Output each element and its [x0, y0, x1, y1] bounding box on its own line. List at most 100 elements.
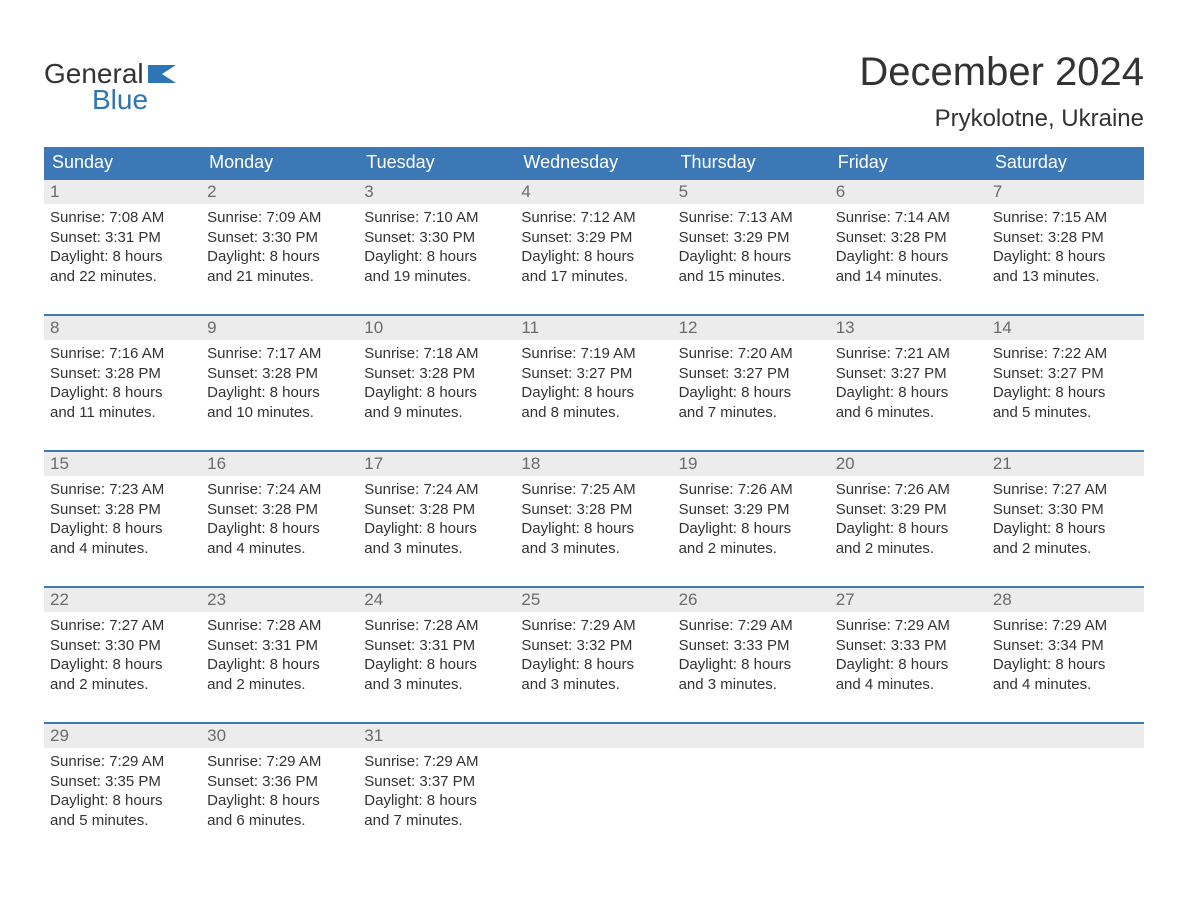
day-info-line: and 6 minutes. — [207, 811, 352, 831]
day-info-line: Sunset: 3:28 PM — [207, 500, 352, 520]
day-cell: 30Sunrise: 7:29 AMSunset: 3:36 PMDayligh… — [201, 724, 358, 836]
day-info-line: and 3 minutes. — [679, 675, 824, 695]
day-number: 12 — [679, 318, 824, 338]
day-cell: 4Sunrise: 7:12 AMSunset: 3:29 PMDaylight… — [515, 180, 672, 292]
day-number: 8 — [50, 318, 195, 338]
day-number-row: 8 — [44, 316, 201, 340]
day-info-line: and 5 minutes. — [993, 403, 1138, 423]
day-header-row: Sunday Monday Tuesday Wednesday Thursday… — [44, 147, 1144, 178]
day-info-line: Sunrise: 7:26 AM — [836, 480, 981, 500]
day-info-line: Sunrise: 7:12 AM — [521, 208, 666, 228]
day-cell: . — [987, 724, 1144, 836]
location-label: Prykolotne, Ukraine — [859, 105, 1144, 133]
day-info-line: and 3 minutes. — [364, 675, 509, 695]
day-number: 6 — [836, 182, 981, 202]
day-number-row: 31 — [358, 724, 515, 748]
day-number-row: 10 — [358, 316, 515, 340]
day-number: 30 — [207, 726, 352, 746]
day-cell: 16Sunrise: 7:24 AMSunset: 3:28 PMDayligh… — [201, 452, 358, 564]
day-info-line: Sunrise: 7:24 AM — [364, 480, 509, 500]
day-cell: 17Sunrise: 7:24 AMSunset: 3:28 PMDayligh… — [358, 452, 515, 564]
day-cell: 8Sunrise: 7:16 AMSunset: 3:28 PMDaylight… — [44, 316, 201, 428]
day-info-line: Daylight: 8 hours — [50, 247, 195, 267]
day-number-row: 3 — [358, 180, 515, 204]
day-cell: 9Sunrise: 7:17 AMSunset: 3:28 PMDaylight… — [201, 316, 358, 428]
day-number: 16 — [207, 454, 352, 474]
day-info-line: Sunrise: 7:29 AM — [521, 616, 666, 636]
day-info-line: Daylight: 8 hours — [836, 247, 981, 267]
day-number-row: 16 — [201, 452, 358, 476]
day-number-row: . — [515, 724, 672, 748]
day-info-line: Sunset: 3:28 PM — [836, 228, 981, 248]
day-number: 27 — [836, 590, 981, 610]
day-cell: 12Sunrise: 7:20 AMSunset: 3:27 PMDayligh… — [673, 316, 830, 428]
day-number: 5 — [679, 182, 824, 202]
day-cell: 20Sunrise: 7:26 AMSunset: 3:29 PMDayligh… — [830, 452, 987, 564]
day-cell: 31Sunrise: 7:29 AMSunset: 3:37 PMDayligh… — [358, 724, 515, 836]
day-number-row: 9 — [201, 316, 358, 340]
day-info-line: Sunrise: 7:14 AM — [836, 208, 981, 228]
day-info-line: Daylight: 8 hours — [679, 383, 824, 403]
day-number-row: 19 — [673, 452, 830, 476]
day-info-line: Daylight: 8 hours — [521, 519, 666, 539]
week-row: 22Sunrise: 7:27 AMSunset: 3:30 PMDayligh… — [44, 586, 1144, 700]
day-info-line: Daylight: 8 hours — [679, 247, 824, 267]
day-info-line: Sunrise: 7:19 AM — [521, 344, 666, 364]
day-number: 19 — [679, 454, 824, 474]
day-cell: 25Sunrise: 7:29 AMSunset: 3:32 PMDayligh… — [515, 588, 672, 700]
day-info-line: and 15 minutes. — [679, 267, 824, 287]
day-info-line: and 3 minutes. — [521, 539, 666, 559]
day-info-line: Daylight: 8 hours — [207, 247, 352, 267]
day-number-row: 21 — [987, 452, 1144, 476]
day-info-line: Sunset: 3:28 PM — [993, 228, 1138, 248]
day-info-line: Daylight: 8 hours — [993, 383, 1138, 403]
day-number-row: 11 — [515, 316, 672, 340]
day-info-line: and 4 minutes. — [836, 675, 981, 695]
header: General Blue December 2024 Prykolotne, U… — [44, 30, 1144, 141]
day-info-line: and 7 minutes. — [364, 811, 509, 831]
day-info-line: and 7 minutes. — [679, 403, 824, 423]
day-info-line: and 13 minutes. — [993, 267, 1138, 287]
day-info-line: and 10 minutes. — [207, 403, 352, 423]
day-info-line: Daylight: 8 hours — [993, 247, 1138, 267]
weeks-container: 1Sunrise: 7:08 AMSunset: 3:31 PMDaylight… — [44, 178, 1144, 836]
day-number-row: 27 — [830, 588, 987, 612]
day-number: 21 — [993, 454, 1138, 474]
day-cell: 18Sunrise: 7:25 AMSunset: 3:28 PMDayligh… — [515, 452, 672, 564]
day-number: 26 — [679, 590, 824, 610]
day-info-line: Sunrise: 7:26 AM — [679, 480, 824, 500]
day-info-line: Sunset: 3:29 PM — [521, 228, 666, 248]
title-block: December 2024 Prykolotne, Ukraine — [859, 30, 1144, 141]
day-number: 11 — [521, 318, 666, 338]
day-info-line: and 2 minutes. — [207, 675, 352, 695]
day-info-line: Sunset: 3:35 PM — [50, 772, 195, 792]
week-row: 8Sunrise: 7:16 AMSunset: 3:28 PMDaylight… — [44, 314, 1144, 428]
day-info-line: Sunset: 3:29 PM — [679, 228, 824, 248]
day-info-line: Sunset: 3:28 PM — [207, 364, 352, 384]
day-info-line: Sunset: 3:28 PM — [364, 364, 509, 384]
day-info-line: and 19 minutes. — [364, 267, 509, 287]
day-number: 25 — [521, 590, 666, 610]
day-info-line: Sunrise: 7:29 AM — [679, 616, 824, 636]
day-number-row: . — [673, 724, 830, 748]
day-info-line: Daylight: 8 hours — [679, 655, 824, 675]
week-row: 1Sunrise: 7:08 AMSunset: 3:31 PMDaylight… — [44, 178, 1144, 292]
day-info-line: and 14 minutes. — [836, 267, 981, 287]
day-info-line: Sunrise: 7:20 AM — [679, 344, 824, 364]
day-info-line: Daylight: 8 hours — [207, 791, 352, 811]
day-cell: 26Sunrise: 7:29 AMSunset: 3:33 PMDayligh… — [673, 588, 830, 700]
day-number-row: 29 — [44, 724, 201, 748]
day-number-row: 13 — [830, 316, 987, 340]
day-number-row: 12 — [673, 316, 830, 340]
day-number: 1 — [50, 182, 195, 202]
day-info-line: and 8 minutes. — [521, 403, 666, 423]
day-info-line: and 17 minutes. — [521, 267, 666, 287]
day-cell: 24Sunrise: 7:28 AMSunset: 3:31 PMDayligh… — [358, 588, 515, 700]
day-number-row: . — [830, 724, 987, 748]
day-number: 28 — [993, 590, 1138, 610]
day-cell: 22Sunrise: 7:27 AMSunset: 3:30 PMDayligh… — [44, 588, 201, 700]
day-info-line: and 5 minutes. — [50, 811, 195, 831]
day-info-line: and 2 minutes. — [50, 675, 195, 695]
day-info-line: Sunrise: 7:29 AM — [50, 752, 195, 772]
day-cell: 5Sunrise: 7:13 AMSunset: 3:29 PMDaylight… — [673, 180, 830, 292]
